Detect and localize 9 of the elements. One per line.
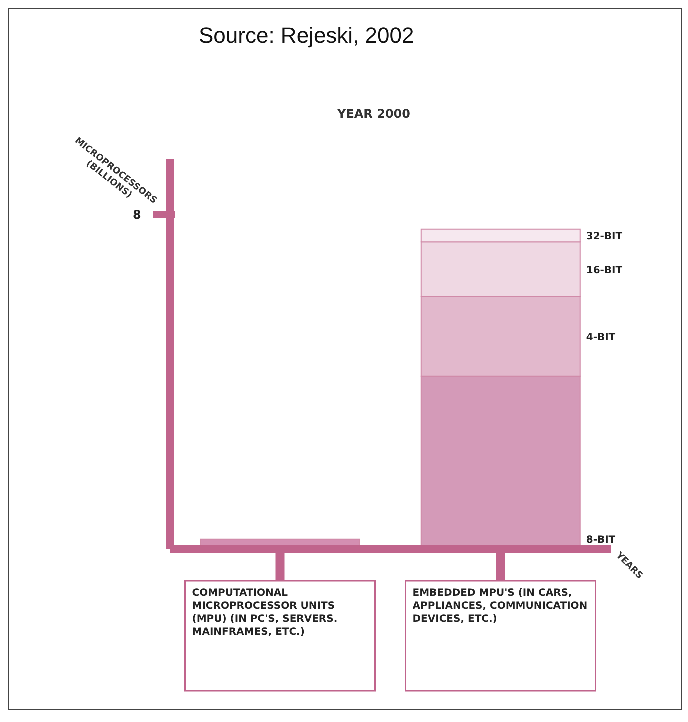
series-label: 8-BIT [586, 535, 616, 546]
source-note: Source: Rejeski, 2002 [199, 23, 414, 49]
x-tick-label: COMPUTATIONAL MICROPROCESSOR UNITS (MPU) (IN PC'S, SERVERS. MAINFRAMES, ETC.) [192, 587, 339, 639]
axis-stub: 8 [133, 204, 176, 224]
chart-title: YEAR 2000 [336, 107, 412, 121]
x-tick-label: EMBEDDED MPU'S (IN CARS, APPLIANCES, COMMUNICATION DEVICES, ETC.) [412, 587, 589, 626]
series-label: 32-BIT [586, 232, 623, 243]
series-label: 4-BIT [586, 332, 616, 344]
series-label: 16-BIT [586, 265, 623, 276]
